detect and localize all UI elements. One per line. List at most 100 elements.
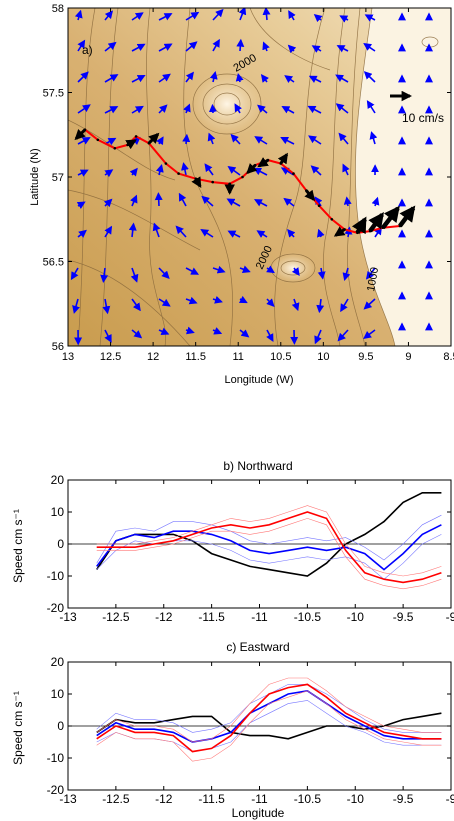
contour-line bbox=[355, 8, 396, 346]
track-station bbox=[113, 147, 117, 150]
map-x-axis-label: Longitude (W) bbox=[224, 374, 293, 386]
northward-panel: b) Northward -13 -12.5 -12 -11.5 -11 -10.5 -10… bbox=[11, 459, 454, 624]
velocity-vector bbox=[77, 229, 87, 238]
velocity-vector bbox=[104, 225, 113, 238]
x-tick-label: -12 bbox=[155, 610, 173, 624]
velocity-vector bbox=[253, 199, 268, 207]
contour-line bbox=[347, 8, 366, 346]
velocity-vector bbox=[227, 165, 241, 176]
series-line bbox=[96, 518, 442, 590]
velocity-vector bbox=[307, 105, 322, 114]
velocity-vector bbox=[371, 196, 380, 207]
velocity-vector bbox=[363, 329, 376, 339]
velocity-vector bbox=[308, 135, 322, 145]
velocity-vector bbox=[212, 265, 226, 274]
map-x-tick-label: 11.5 bbox=[185, 351, 206, 363]
contour-line bbox=[77, 8, 96, 346]
velocity-vector bbox=[131, 43, 146, 52]
track-station bbox=[211, 180, 214, 184]
map-x-tick-label: 12 bbox=[147, 351, 159, 363]
velocity-vector bbox=[364, 14, 376, 22]
y-tick-label: -20 bbox=[47, 601, 65, 615]
velocity-vector bbox=[314, 196, 323, 207]
velocity-vector bbox=[158, 73, 171, 83]
map-y-axis-label: Latitude (N) bbox=[29, 148, 41, 205]
northward-title: b) Northward bbox=[223, 459, 292, 473]
x-tick-label: -11.5 bbox=[198, 792, 225, 806]
section-vector bbox=[257, 157, 269, 168]
velocity-vector bbox=[365, 267, 376, 280]
map-y-tick-label: 57.5 bbox=[43, 88, 64, 100]
y-tick-label: 0 bbox=[57, 537, 64, 551]
velocity-vector bbox=[256, 230, 268, 238]
velocity-vector bbox=[185, 326, 195, 335]
x-tick-label: -11 bbox=[251, 792, 268, 806]
velocity-vector bbox=[131, 12, 144, 21]
velocity-vector bbox=[266, 298, 275, 307]
series-line bbox=[96, 690, 442, 762]
x-tick-label: -10 bbox=[347, 610, 365, 624]
track-station bbox=[292, 172, 295, 175]
series-line bbox=[96, 514, 442, 564]
track-station bbox=[164, 162, 168, 165]
velocity-vector bbox=[131, 329, 143, 339]
velocity-vector bbox=[313, 13, 323, 23]
velocity-vector bbox=[104, 329, 112, 343]
map-x-tick-label: 10 bbox=[317, 351, 329, 363]
panel-a-label: a) bbox=[82, 43, 93, 57]
velocity-vector bbox=[212, 8, 224, 21]
velocity-vector bbox=[266, 329, 274, 343]
series-line bbox=[96, 511, 442, 584]
velocity-vector bbox=[316, 228, 325, 238]
velocity-vector bbox=[342, 163, 350, 176]
velocity-vector bbox=[104, 106, 119, 114]
section-vector bbox=[74, 128, 87, 141]
velocity-vector bbox=[262, 8, 271, 21]
velocity-vector bbox=[158, 267, 170, 280]
velocity-vector bbox=[76, 201, 86, 209]
x-tick-label: -11 bbox=[251, 610, 268, 624]
x-tick-label: -9 bbox=[446, 792, 454, 806]
map-x-tick-label: 9.5 bbox=[358, 351, 373, 363]
y-tick-label: 0 bbox=[57, 719, 64, 733]
velocity-vector bbox=[72, 298, 80, 314]
velocity-vector bbox=[158, 298, 171, 307]
map-x-tick-label: 10.5 bbox=[270, 351, 291, 363]
velocity-vector bbox=[104, 74, 119, 83]
series-line bbox=[96, 677, 442, 743]
scale-arrow-label: 10 cm/s bbox=[402, 111, 444, 125]
velocity-vector bbox=[311, 45, 322, 53]
velocity-vector bbox=[280, 167, 295, 176]
track-station bbox=[134, 135, 138, 138]
velocity-vector bbox=[239, 329, 250, 338]
velocity-vector bbox=[200, 228, 214, 238]
velocity-vector bbox=[230, 133, 241, 145]
velocity-vector bbox=[158, 327, 170, 335]
eastward-x-axis-label: Longitude bbox=[232, 806, 285, 820]
velocity-vector bbox=[131, 74, 146, 83]
velocity-vector bbox=[104, 169, 114, 178]
velocity-vector bbox=[212, 327, 223, 335]
velocity-vector bbox=[178, 192, 187, 207]
velocity-vector bbox=[344, 226, 353, 238]
x-tick-label: -13 bbox=[59, 792, 77, 806]
y-tick-label: -10 bbox=[47, 569, 65, 583]
velocity-vector bbox=[212, 295, 223, 304]
velocity-vector bbox=[235, 72, 244, 83]
velocity-vector bbox=[77, 169, 89, 177]
velocity-vector bbox=[342, 267, 351, 282]
velocity-vector bbox=[154, 192, 163, 207]
velocity-vector bbox=[335, 74, 349, 83]
velocity-vector bbox=[104, 41, 117, 52]
velocity-vector bbox=[181, 162, 189, 176]
velocity-vector bbox=[284, 75, 295, 83]
series-line bbox=[96, 491, 442, 577]
series-line bbox=[96, 524, 442, 571]
velocity-vector bbox=[226, 198, 241, 207]
velocity-vector bbox=[283, 197, 295, 207]
x-tick-label: -9.5 bbox=[393, 610, 414, 624]
velocity-vector bbox=[316, 298, 325, 314]
contour-line bbox=[249, 8, 331, 71]
section-vector bbox=[147, 132, 160, 145]
